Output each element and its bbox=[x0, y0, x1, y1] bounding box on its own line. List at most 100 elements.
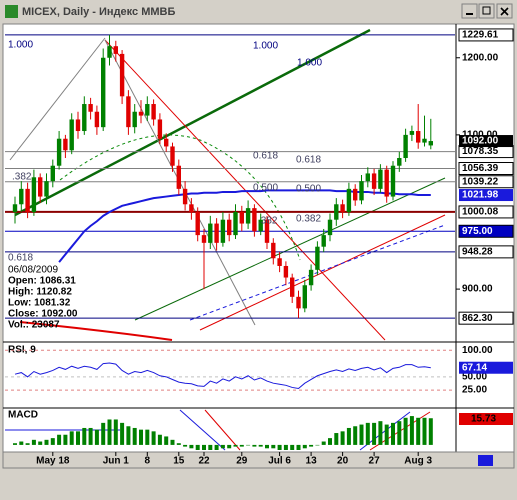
macd-bar bbox=[365, 422, 370, 445]
candle-body bbox=[334, 204, 339, 220]
candle-body bbox=[252, 208, 257, 232]
candle-body bbox=[201, 235, 207, 243]
candle-body bbox=[403, 134, 408, 159]
macd-bar bbox=[164, 436, 169, 445]
candle-body bbox=[56, 138, 62, 166]
fib-label: 1.000 bbox=[8, 40, 33, 51]
maximize-button[interactable] bbox=[478, 3, 495, 19]
signal-line bbox=[204, 409, 241, 451]
macd-bar bbox=[328, 438, 332, 445]
fib-label: 0.500 bbox=[253, 183, 278, 194]
fib-label: .382 bbox=[258, 216, 278, 227]
macd-bar bbox=[233, 444, 238, 447]
macd-bar bbox=[409, 416, 414, 445]
candle-body bbox=[63, 138, 68, 151]
trendline bbox=[14, 28, 371, 217]
macd-bar bbox=[296, 444, 301, 450]
candle-body bbox=[428, 141, 433, 146]
level-label: 948.28 bbox=[462, 247, 493, 258]
macd-bar bbox=[183, 444, 188, 447]
macd-bar bbox=[157, 434, 162, 445]
candle-body bbox=[113, 46, 118, 54]
macd-bar bbox=[170, 439, 175, 445]
x-tick-label: 27 bbox=[369, 456, 381, 467]
candle-body bbox=[182, 188, 188, 205]
rsi-tick-label: 25.00 bbox=[462, 385, 487, 396]
trendline bbox=[134, 177, 446, 321]
macd-bar bbox=[334, 433, 339, 445]
candle-body bbox=[327, 219, 333, 236]
candle-body bbox=[220, 219, 226, 243]
macd-bar bbox=[391, 422, 395, 445]
level-label: 1056.39 bbox=[462, 163, 499, 174]
candle-body bbox=[340, 204, 345, 212]
macd-bar bbox=[214, 444, 219, 450]
macd-bar bbox=[69, 431, 74, 445]
level-label: 975.00 bbox=[462, 226, 493, 237]
macd-bar bbox=[88, 427, 93, 445]
macd-bar bbox=[428, 418, 433, 445]
level-label: 862.30 bbox=[462, 313, 493, 324]
candle-body bbox=[94, 111, 100, 128]
candle-body bbox=[384, 169, 389, 197]
candle-body bbox=[101, 57, 106, 128]
rsi-box bbox=[459, 361, 513, 374]
macd-bar bbox=[252, 444, 257, 447]
info-line: Vol.: 23087 bbox=[8, 320, 60, 331]
candle-body bbox=[290, 277, 295, 297]
candle-body bbox=[227, 219, 232, 236]
macd-bar bbox=[145, 429, 150, 445]
candle-body bbox=[195, 211, 200, 236]
macd-bar bbox=[176, 443, 181, 445]
macd-bar bbox=[132, 427, 137, 445]
candle-body bbox=[208, 223, 213, 243]
candle-body bbox=[346, 188, 352, 212]
candle-body bbox=[50, 165, 55, 182]
candle-body bbox=[170, 146, 175, 166]
fib-line bbox=[9, 37, 106, 161]
macd-bar bbox=[384, 424, 389, 445]
window-title: MICEX, Daily - Индекс ММВБ bbox=[22, 6, 175, 18]
candle-body bbox=[176, 165, 181, 189]
candle-body bbox=[371, 173, 377, 189]
panel-title: RSI, 9 bbox=[8, 345, 36, 356]
macd-line bbox=[179, 409, 226, 451]
fib-label: 0.500 bbox=[296, 184, 321, 195]
y-tick-label: 1200.00 bbox=[462, 52, 499, 63]
candle-body bbox=[12, 204, 18, 212]
macd-bar bbox=[63, 434, 68, 445]
candle-body bbox=[315, 246, 320, 270]
macd-bar bbox=[139, 429, 143, 445]
ma-label: 1021.98 bbox=[462, 190, 499, 201]
candle-body bbox=[258, 219, 263, 232]
candle-body bbox=[214, 223, 219, 243]
rsi-line bbox=[14, 362, 431, 390]
scroll-button[interactable] bbox=[478, 455, 493, 466]
candle-body bbox=[38, 177, 43, 197]
fib-label: .382 bbox=[12, 172, 32, 183]
x-tick-label: 13 bbox=[306, 456, 318, 467]
candle-body bbox=[44, 181, 49, 197]
candle-body bbox=[283, 265, 289, 278]
macd-bar bbox=[19, 441, 24, 445]
macd-bar bbox=[265, 444, 269, 449]
window-buttons[interactable] bbox=[461, 3, 513, 19]
macd-bar bbox=[38, 441, 43, 445]
macd-bar bbox=[246, 444, 251, 446]
moving-average bbox=[58, 189, 431, 263]
info-line: Open: 1086.31 bbox=[8, 276, 76, 287]
x-tick-label: 20 bbox=[337, 456, 349, 467]
minimize-button[interactable] bbox=[461, 3, 478, 19]
info-line: High: 1120.82 bbox=[8, 287, 72, 298]
candle-body bbox=[378, 169, 383, 189]
candle-body bbox=[151, 104, 156, 120]
macd-box bbox=[459, 413, 513, 425]
macd-bar bbox=[227, 444, 232, 449]
candle-body bbox=[69, 119, 74, 151]
macd-bar bbox=[346, 427, 351, 445]
level-box bbox=[458, 205, 514, 219]
macd-bar bbox=[340, 431, 345, 445]
close-icon bbox=[500, 7, 509, 16]
maximize-icon bbox=[482, 6, 491, 15]
